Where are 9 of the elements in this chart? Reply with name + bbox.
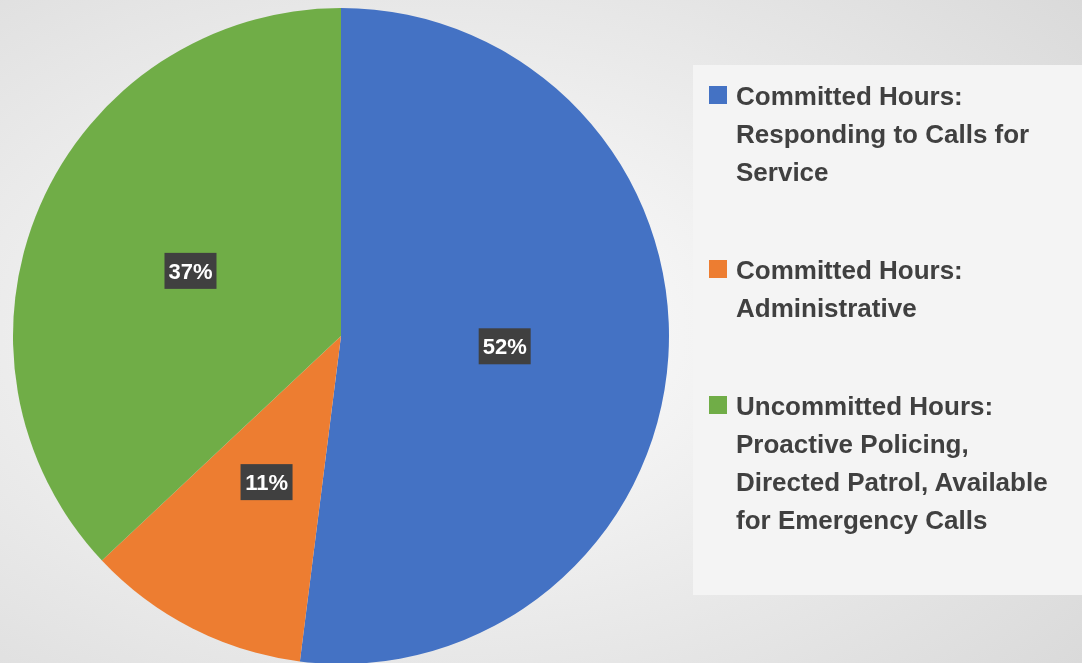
pie-slice bbox=[299, 8, 669, 663]
data-label: 52% bbox=[482, 334, 527, 359]
data-label: 37% bbox=[168, 258, 213, 284]
data-label: 11% bbox=[245, 469, 288, 495]
legend-label: Uncommitted Hours: Proactive Policing, Directed Patrol, Available for Emergency Calls bbox=[736, 391, 1048, 536]
pie-slice bbox=[13, 8, 341, 561]
pie-slice bbox=[101, 336, 341, 662]
legend-label: Committed Hours: Administrative bbox=[736, 255, 963, 324]
legend-label: Committed Hours: Responding to Calls for Service bbox=[736, 81, 1030, 188]
